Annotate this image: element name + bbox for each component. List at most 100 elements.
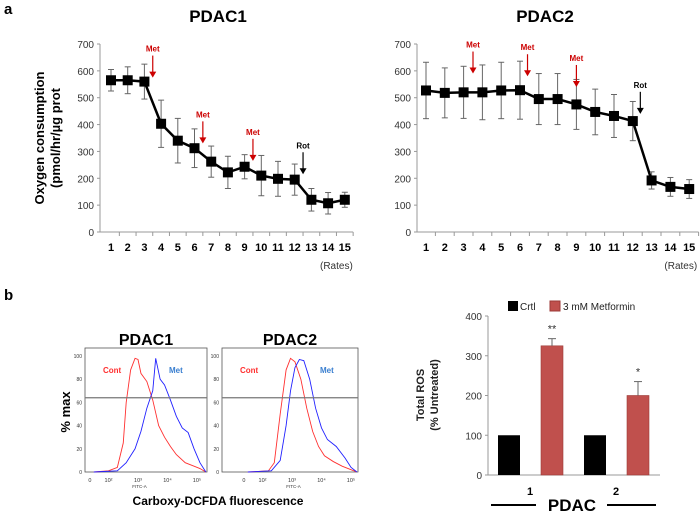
pdac2-flow-x-tick-label: 10³ (288, 478, 296, 484)
pdac2-ocr-x-tick-label: 5 (498, 242, 504, 254)
pdac1-ocr-y-tick-label: 400 (77, 121, 94, 132)
ros-significance: * (636, 367, 641, 379)
pdac2-flow-x-tick-label: 10² (259, 478, 267, 484)
pdac2-ocr-data-point (515, 85, 525, 96)
pdac1-ocr-data-point (106, 75, 116, 86)
pdac2-flow-label-met: Met (320, 366, 334, 375)
pdac1-ocr-data-point (339, 194, 350, 205)
pdac2-flow-x-tick-label: 10⁵ (347, 477, 355, 484)
pdac1-flow-x-tick-label: 10³ (134, 478, 142, 484)
pdac2-ocr-arrowhead-icon (524, 70, 532, 77)
pdac1-ocr-y-tick-label: 100 (77, 201, 94, 212)
pdac1-ocr-x-tick-label: 8 (225, 242, 231, 254)
pdac1-ocr-data-point (256, 170, 267, 181)
pdac2-ocr-data-point (439, 87, 450, 98)
ros-ylabel: Total ROS (415, 369, 427, 421)
pdac1-ocr-y-tick-label: 700 (77, 40, 94, 51)
pdac1-ocr-x-tick-label: 6 (191, 242, 197, 254)
pdac2-flow-y-tick-label: 60 (213, 400, 219, 406)
pdac1-flow-x-tick-label: 10⁴ (163, 477, 172, 484)
pdac2-ocr-data-point (590, 106, 601, 117)
pdac2-ocr-x-tick-label: 11 (608, 242, 620, 254)
pdac1-ocr-arrowhead-icon (199, 137, 207, 144)
pdac1-ocr-x-tick-label: 12 (289, 242, 301, 254)
ros-y-tick-label: 0 (476, 471, 482, 482)
flow-xlabel: Carboxy-DCFDA fluorescence (133, 494, 304, 508)
pdac1-ocr-x-tick-label: 11 (272, 242, 284, 254)
pdac2-ocr-y-tick-label: 600 (394, 67, 411, 78)
pdac1-ocr-annotation-rot: Rot (296, 141, 310, 150)
pdac2-ocr-y-tick-label: 500 (394, 94, 411, 105)
pdac2-ocr-x-tick-label: 4 (479, 242, 486, 254)
pdac2-ocr-x-tick-label: 3 (461, 242, 467, 254)
ros-y-tick-label: 100 (465, 431, 482, 442)
pdac2-ocr-arrowhead-icon (636, 107, 644, 114)
ros-y-tick-label: 200 (465, 392, 482, 403)
pdac1-ocr-y-tick-label: 0 (88, 228, 94, 239)
pdac2-flow-y-tick-label: 40 (213, 424, 219, 430)
pdac2-ocr-y-tick-label: 0 (405, 228, 411, 239)
ros-bar-crtl (498, 435, 520, 475)
pdac1-ocr-data-point (172, 135, 183, 146)
ros-x-label: PDAC (548, 496, 596, 514)
pdac1-ocr-data-point (139, 76, 150, 87)
legend-label-metformin: 3 mM Metformin (563, 302, 635, 313)
ocr-ylabel-line2: (pmol/hr/µg prot (48, 87, 63, 188)
legend-swatch-metformin (549, 300, 561, 312)
pdac2-flow-histogram-cont (247, 357, 358, 473)
pdac2-ocr-arrowhead-icon (572, 80, 580, 87)
pdac1-ocr-data-point (306, 194, 317, 205)
pdac2-flow-label-cont: Cont (240, 366, 259, 375)
pdac1-ocr-x-label: (Rates) (320, 261, 353, 272)
pdac1-ocr-y-tick-label: 300 (77, 147, 94, 158)
legend-swatch-crtl (508, 301, 518, 311)
pdac2-flow-y-tick-label: 20 (213, 447, 219, 453)
pdac2-ocr-x-tick-label: 9 (573, 242, 579, 254)
pdac1-ocr-arrowhead-icon (249, 154, 257, 161)
ros-bar-metformin (540, 345, 564, 476)
pdac2-ocr-data-point (458, 87, 469, 98)
pdac1-flow-title: PDAC1 (119, 332, 173, 349)
ros-x-tick-label: 2 (613, 486, 619, 498)
pdac1-ocr-x-tick-label: 1 (108, 242, 114, 254)
pdac1-ocr-annotation-met: Met (196, 110, 210, 119)
pdac2-flow-x-tick-label: 0 (242, 478, 245, 484)
pdac2-ocr-data-point (571, 99, 582, 110)
pdac1-ocr-annotation-met: Met (146, 45, 160, 54)
pdac1-ocr-data-point (189, 143, 200, 154)
pdac2-ocr-data-point (684, 184, 695, 195)
ros-y-tick-label: 400 (465, 312, 482, 323)
pdac1-ocr-x-tick-label: 15 (339, 242, 351, 254)
pdac2-ocr-x-label: (Rates) (664, 261, 697, 272)
pdac2-ocr-y-tick-label: 700 (394, 40, 411, 51)
panel-label-b: b (4, 287, 13, 304)
pdac1-ocr-x-tick-label: 10 (255, 242, 267, 254)
pdac1-flow-y-tick-label: 20 (76, 447, 82, 453)
pdac1-ocr-x-tick-label: 14 (322, 242, 335, 254)
pdac1-ocr-data-point (239, 161, 250, 172)
pdac1-ocr-data-point (273, 173, 283, 184)
ocr-ylabel-line1: Oxygen consumption (32, 71, 47, 204)
pdac1-ocr-x-tick-label: 5 (175, 242, 181, 254)
pdac1-ocr-data-point (222, 167, 233, 178)
legend-label-crtl: Crtl (520, 302, 536, 313)
pdac2-ocr-annotation-met: Met (570, 54, 584, 63)
pdac1-flow-y-tick-label: 100 (74, 354, 83, 360)
pdac1-ocr-x-tick-label: 9 (242, 242, 248, 254)
pdac2-flow-histogram-met (247, 358, 358, 473)
pdac2-ocr-data-point (421, 85, 431, 96)
pdac1-ocr-x-tick-label: 4 (158, 242, 165, 254)
ros-bar-metformin (626, 395, 650, 476)
ros-y-tick-label: 300 (465, 352, 482, 363)
pdac1-flow-x-tick-label: 0 (88, 478, 91, 484)
pdac1-ocr-y-tick-label: 200 (77, 174, 94, 185)
pdac1-flow-y-tick-label: 60 (76, 400, 82, 406)
pdac1-ocr-y-tick-label: 500 (77, 94, 94, 105)
pdac1-ocr-annotation-met: Met (246, 128, 260, 137)
pdac1-ocr-data-point (156, 118, 167, 129)
ros-ylabel: (% Untreated) (429, 359, 441, 431)
pdac1-flow-x-tick-label: 10² (105, 478, 113, 484)
pdac2-ocr-arrowhead-icon (469, 67, 477, 74)
pdac2-ocr-data-point (646, 175, 657, 186)
